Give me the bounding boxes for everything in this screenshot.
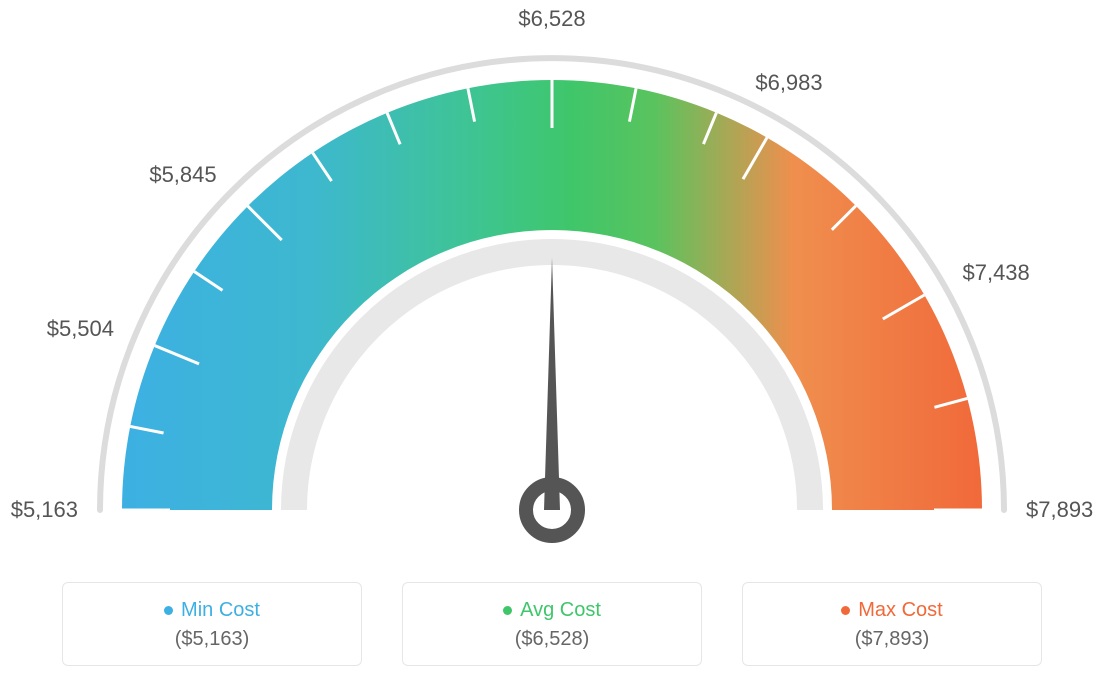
legend-card-max: Max Cost ($7,893): [742, 582, 1042, 666]
legend-dot-icon: [841, 606, 850, 615]
legend-card-min: Min Cost ($5,163): [62, 582, 362, 666]
gauge-svg: [0, 0, 1104, 560]
legend-row: Min Cost ($5,163) Avg Cost ($6,528) Max Cost…: [62, 582, 1042, 666]
legend-dot-icon: [164, 606, 173, 615]
legend-dot-icon: [503, 606, 512, 615]
legend-title-row: Max Cost: [761, 599, 1023, 622]
legend-value: ($6,528): [421, 628, 683, 651]
legend-title: Avg Cost: [520, 599, 601, 622]
legend-title-row: Avg Cost: [421, 599, 683, 622]
gauge-needle: [544, 258, 560, 510]
legend-value: ($7,893): [761, 628, 1023, 651]
gauge-chart: $5,163$5,504$5,845$6,528$6,983$7,438$7,8…: [0, 0, 1104, 560]
legend-title-row: Min Cost: [81, 599, 343, 622]
legend-card-avg: Avg Cost ($6,528): [402, 582, 702, 666]
legend-title: Max Cost: [858, 599, 942, 622]
legend-title: Min Cost: [181, 599, 260, 622]
cost-gauge-container: $5,163$5,504$5,845$6,528$6,983$7,438$7,8…: [0, 0, 1104, 690]
legend-value: ($5,163): [81, 628, 343, 651]
